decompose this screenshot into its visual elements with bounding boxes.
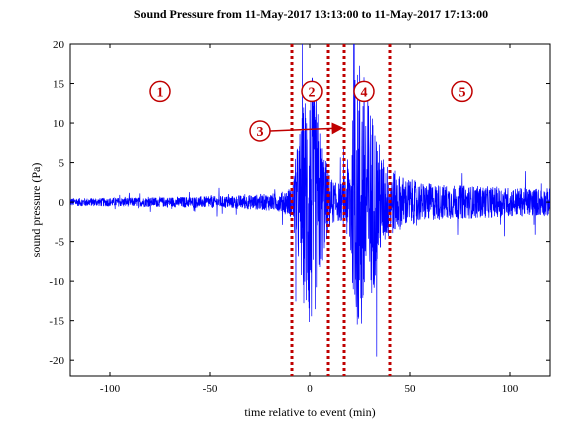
- region-label: 1: [157, 85, 164, 100]
- y-tick-label: 5: [59, 158, 65, 170]
- y-tick-label: -20: [49, 355, 64, 367]
- region-marker-1: 1: [149, 80, 171, 103]
- x-tick-label: 0: [307, 383, 313, 395]
- y-tick-label: 10: [53, 118, 65, 130]
- x-tick-label: 100: [502, 383, 519, 395]
- region-label: 2: [309, 85, 316, 100]
- x-axis-label: time relative to event (min): [244, 405, 375, 419]
- x-axis-ticks: -100 -50 0 50 100: [100, 44, 519, 395]
- region-circle: [149, 80, 171, 103]
- y-tick-label: 0: [59, 197, 65, 209]
- y-tick-label: -15: [49, 316, 64, 328]
- region-label: 4: [361, 85, 368, 100]
- region-marker-2: 2: [301, 80, 323, 103]
- region-arrow: [269, 122, 344, 135]
- y-tick-label: 15: [53, 79, 65, 91]
- region-label: 5: [459, 85, 466, 100]
- region-circle: [353, 80, 375, 103]
- x-tick-label: -50: [203, 383, 218, 395]
- region-circle: [451, 80, 473, 103]
- region-marker-5: 5: [451, 80, 473, 103]
- chart-title: Sound Pressure from 11-May-2017 13:13:00…: [134, 7, 488, 21]
- y-axis-label: sound pressure (Pa): [29, 163, 43, 258]
- y-tick-label: -10: [49, 276, 64, 288]
- pressure-waveform: [70, 44, 550, 357]
- y-tick-label: -5: [55, 237, 65, 249]
- region-label: 3: [257, 125, 264, 140]
- region-markers: 1 2 3 4 5: [149, 80, 473, 142]
- waveform-path: [70, 44, 550, 357]
- x-tick-label: -100: [100, 383, 121, 395]
- y-tick-label: 20: [53, 39, 65, 51]
- event-divider-lines: [290, 44, 392, 376]
- region-circle: [301, 80, 323, 103]
- x-tick-label: 50: [405, 383, 417, 395]
- region-marker-4: 4: [353, 80, 375, 103]
- region-marker-3: 3: [249, 120, 344, 142]
